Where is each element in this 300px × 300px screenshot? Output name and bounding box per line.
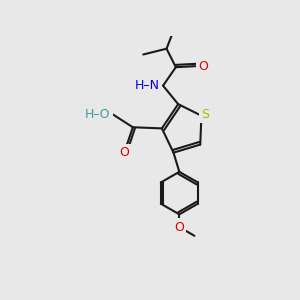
Text: O: O xyxy=(120,146,130,159)
Text: O: O xyxy=(198,59,208,73)
Text: H–O: H–O xyxy=(85,108,111,121)
Text: O: O xyxy=(174,220,184,233)
Text: H–N: H–N xyxy=(135,79,160,92)
Text: S: S xyxy=(202,108,210,121)
